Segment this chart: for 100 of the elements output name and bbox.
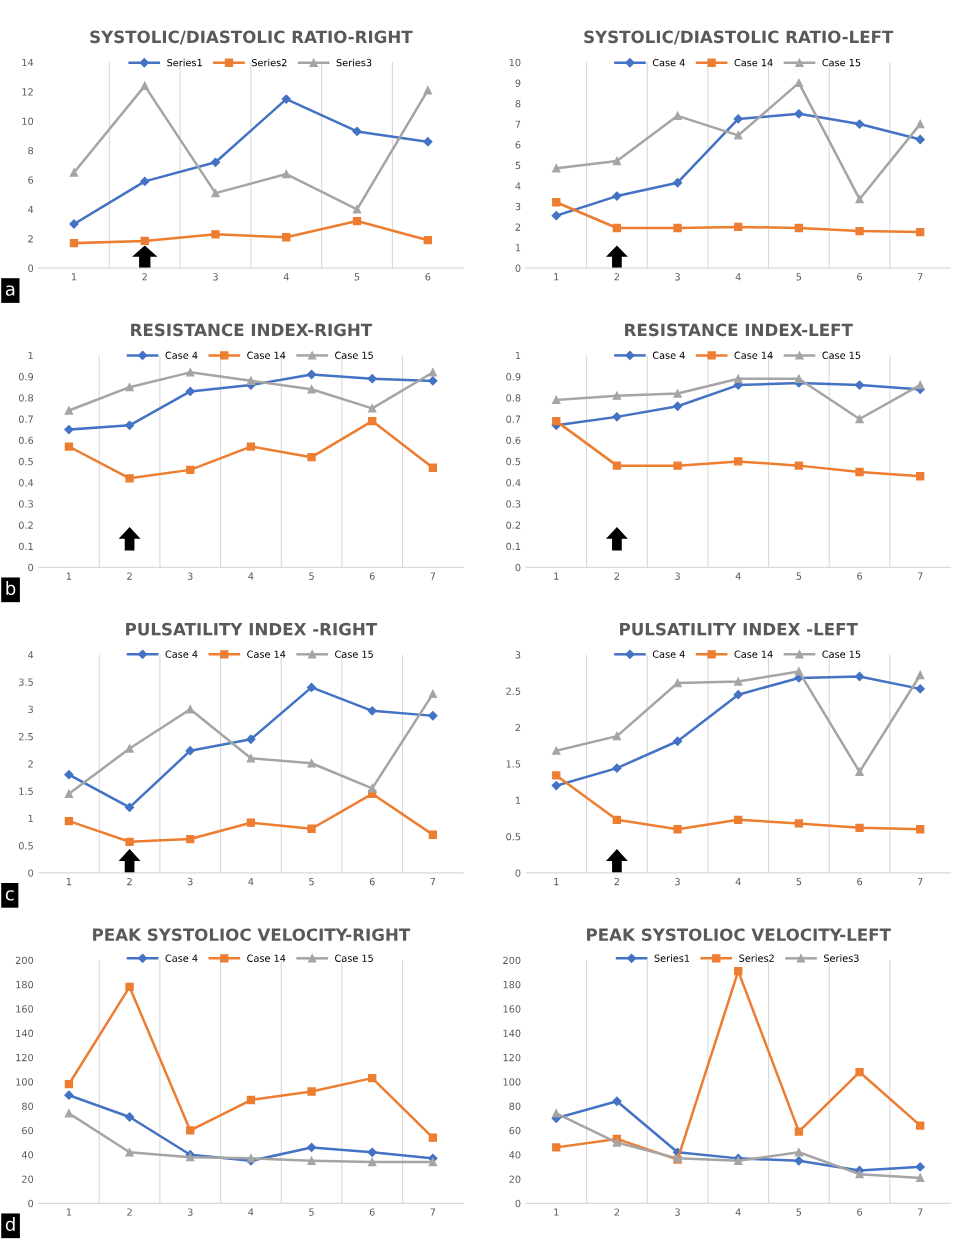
y-tick-label: 0.1 [506, 542, 521, 551]
legend-label: Series1 [167, 58, 202, 67]
legend-label: Case 15 [335, 351, 373, 359]
x-tick-label: 6 [857, 572, 863, 580]
y-tick-label: 0.6 [18, 436, 34, 445]
y-tick-label: 3 [28, 705, 33, 714]
y-tick-label: 6 [28, 176, 34, 184]
x-tick-label: 3 [213, 273, 218, 281]
x-tick-label: 6 [369, 572, 375, 580]
x-tick-label: 7 [430, 878, 436, 886]
y-tick-label: 0 [28, 264, 34, 272]
y-tick-label: 8 [515, 99, 521, 108]
x-tick-label: 6 [369, 1208, 375, 1216]
legend-label: Case 14 [734, 351, 773, 359]
y-tick-label: 0.6 [506, 436, 521, 445]
y-tick-label: 2 [28, 235, 33, 243]
x-tick-label: 7 [430, 1208, 436, 1216]
x-tick-label: 1 [71, 273, 77, 281]
y-tick-label: 7 [515, 120, 521, 128]
legend-label: Case 14 [247, 954, 286, 962]
x-tick-label: 3 [675, 273, 680, 281]
chart-title: PEAK SYSTOLIOC VELOCITY-LEFT [587, 928, 891, 941]
y-tick-label: 3 [515, 202, 521, 211]
x-tick-label: 2 [142, 273, 147, 281]
x-tick-label: 2 [127, 572, 132, 580]
x-tick-label: 6 [857, 877, 863, 886]
y-tick-label: 60 [509, 1126, 521, 1135]
y-tick-label: 80 [22, 1102, 34, 1110]
y-tick-label: 100 [503, 1078, 521, 1086]
y-tick-label: 2 [28, 760, 33, 768]
x-tick-label: 1 [554, 572, 559, 580]
x-tick-label: 4 [248, 1208, 254, 1216]
y-tick-label: 3.5 [19, 678, 33, 686]
legend-label: Case 15 [822, 58, 861, 67]
x-tick-label: 7 [430, 572, 436, 580]
y-tick-label: 1 [515, 244, 521, 252]
y-tick-label: 0 [28, 563, 34, 572]
legend-label: Series2 [739, 954, 774, 962]
y-tick-label: 0 [515, 869, 521, 877]
x-tick-label: 5 [354, 273, 360, 281]
chart-title: SYSTOLIC/DIASTOLIC RATIO-LEFT [584, 30, 894, 45]
x-tick-label: 2 [614, 877, 620, 886]
chart-title: PULSATILITY INDEX -LEFT [620, 622, 858, 636]
legend-label: Case 4 [165, 650, 198, 658]
y-tick-label: 0 [515, 563, 521, 572]
x-tick-label: 4 [248, 878, 254, 886]
chart-title: PEAK SYSTOLIOC VELOCITY-RIGHT [93, 928, 411, 941]
legend-label: Series3 [336, 58, 372, 67]
x-tick-label: 6 [857, 273, 863, 281]
y-tick-label: 2.5 [18, 732, 33, 741]
x-tick-label: 4 [735, 572, 741, 580]
x-tick-label: 1 [66, 878, 72, 886]
chart-title: RESISTANCE INDEX-RIGHT [131, 323, 373, 337]
x-tick-label: 5 [796, 878, 802, 886]
legend-label: Case 4 [165, 954, 198, 962]
x-tick-label: 7 [917, 273, 923, 281]
x-tick-label: 5 [796, 273, 802, 281]
y-tick-label: 0.5 [506, 457, 521, 466]
x-tick-label: 1 [66, 1208, 72, 1216]
legend-label: Case 14 [734, 650, 773, 658]
chart-title: SYSTOLIC/DIASTOLIC RATIO-RIGHT [90, 30, 413, 45]
y-tick-label: 80 [509, 1102, 521, 1110]
y-tick-label: 2.5 [506, 687, 521, 695]
y-tick-label: 5 [515, 161, 521, 170]
legend-label: Case 4 [652, 58, 685, 67]
y-tick-label: 3 [515, 651, 521, 659]
y-tick-label: 12 [22, 88, 33, 96]
y-tick-label: 0.5 [18, 457, 33, 466]
y-tick-label: 0.2 [18, 521, 33, 529]
x-tick-label: 2 [127, 1208, 132, 1216]
y-tick-label: 6 [515, 141, 521, 149]
x-tick-label: 5 [309, 572, 314, 580]
y-tick-label: 4 [28, 205, 34, 214]
x-tick-label: 1 [554, 878, 559, 886]
x-tick-label: 4 [248, 572, 254, 580]
y-tick-label: 1 [515, 796, 521, 804]
legend-label: Case 14 [247, 650, 286, 658]
x-tick-label: 3 [675, 1208, 680, 1216]
y-tick-label: 0.7 [18, 415, 33, 423]
x-tick-label: 5 [796, 572, 802, 580]
y-tick-label: 9 [515, 79, 521, 87]
y-tick-label: 0.9 [18, 373, 34, 381]
y-tick-label: 20 [22, 1175, 34, 1183]
y-tick-label: 100 [16, 1078, 34, 1086]
y-tick-label: 0 [515, 1199, 521, 1208]
y-tick-label: 120 [503, 1053, 521, 1062]
legend-label: Case 4 [652, 650, 685, 658]
x-tick-label: 1 [554, 1208, 559, 1216]
y-tick-label: 0 [28, 869, 34, 877]
y-tick-label: 1.5 [506, 760, 521, 768]
chart-title: PULSATILITY INDEX -RIGHT [126, 622, 378, 636]
y-tick-label: 10 [22, 117, 34, 125]
y-tick-label: 8 [28, 147, 34, 155]
x-tick-label: 1 [66, 572, 72, 580]
x-tick-label: 1 [554, 273, 559, 281]
x-tick-label: 3 [187, 572, 193, 580]
chart-title: RESISTANCE INDEX-LEFT [625, 323, 853, 337]
y-tick-label: 0 [28, 1199, 34, 1208]
legend-label: Series2 [251, 58, 287, 67]
x-tick-label: 2 [614, 1208, 620, 1216]
